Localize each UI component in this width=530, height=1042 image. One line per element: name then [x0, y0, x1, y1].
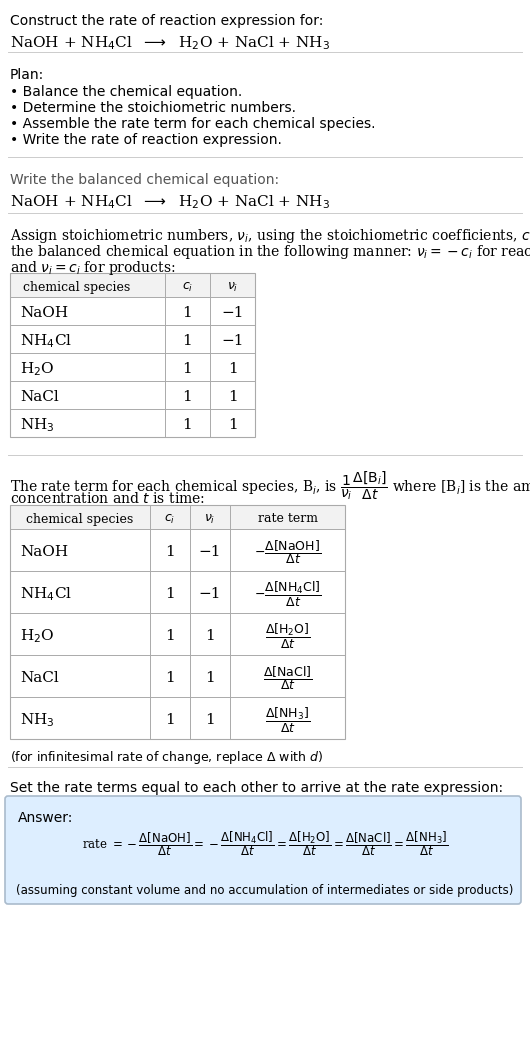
- Text: $\nu_i$: $\nu_i$: [204, 513, 216, 525]
- Text: NaOH + NH$_4$Cl  $\longrightarrow$  H$_2$O + NaCl + NH$_3$: NaOH + NH$_4$Cl $\longrightarrow$ H$_2$O…: [10, 34, 330, 52]
- Text: Write the balanced chemical equation:: Write the balanced chemical equation:: [10, 173, 279, 187]
- Text: H$_2$O: H$_2$O: [20, 627, 55, 645]
- Text: $-\dfrac{\Delta[\mathrm{NH_4Cl}]}{\Delta t}$: $-\dfrac{\Delta[\mathrm{NH_4Cl}]}{\Delta…: [254, 579, 321, 609]
- Text: 1: 1: [183, 306, 192, 320]
- Text: $-\dfrac{\Delta[\mathrm{NaOH}]}{\Delta t}$: $-\dfrac{\Delta[\mathrm{NaOH}]}{\Delta t…: [254, 538, 321, 566]
- Text: H$_2$O: H$_2$O: [20, 361, 55, 378]
- Text: (for infinitesimal rate of change, replace Δ with $d$): (for infinitesimal rate of change, repla…: [10, 749, 323, 766]
- Text: • Balance the chemical equation.: • Balance the chemical equation.: [10, 85, 242, 99]
- Text: Assign stoichiometric numbers, $\nu_i$, using the stoichiometric coefficients, $: Assign stoichiometric numbers, $\nu_i$, …: [10, 227, 530, 245]
- Text: 1: 1: [165, 671, 175, 685]
- Text: Plan:: Plan:: [10, 68, 44, 82]
- Text: −1: −1: [221, 306, 244, 320]
- Bar: [10, 505, 345, 529]
- Text: −1: −1: [199, 545, 221, 559]
- Text: Construct the rate of reaction expression for:: Construct the rate of reaction expressio…: [10, 14, 323, 28]
- Text: 1: 1: [205, 713, 215, 727]
- Text: NaCl: NaCl: [20, 671, 59, 685]
- Text: 1: 1: [165, 713, 175, 727]
- Text: rate term: rate term: [258, 513, 317, 525]
- Text: 1: 1: [183, 362, 192, 376]
- FancyBboxPatch shape: [5, 796, 521, 904]
- Text: $\nu_i$: $\nu_i$: [227, 280, 238, 294]
- Text: 1: 1: [205, 671, 215, 685]
- Text: $\dfrac{\Delta[\mathrm{NH_3}]}{\Delta t}$: $\dfrac{\Delta[\mathrm{NH_3}]}{\Delta t}…: [265, 705, 310, 735]
- Text: • Write the rate of reaction expression.: • Write the rate of reaction expression.: [10, 133, 282, 147]
- Text: NH$_4$Cl: NH$_4$Cl: [20, 586, 72, 603]
- Text: NaOH + NH$_4$Cl  $\longrightarrow$  H$_2$O + NaCl + NH$_3$: NaOH + NH$_4$Cl $\longrightarrow$ H$_2$O…: [10, 193, 330, 210]
- Text: chemical species: chemical species: [26, 513, 134, 525]
- Bar: [10, 273, 255, 437]
- Text: NaOH: NaOH: [20, 545, 68, 559]
- Text: • Determine the stoichiometric numbers.: • Determine the stoichiometric numbers.: [10, 101, 296, 115]
- Text: 1: 1: [227, 418, 237, 432]
- Text: and $\nu_i = c_i$ for products:: and $\nu_i = c_i$ for products:: [10, 259, 175, 277]
- Text: −1: −1: [199, 587, 221, 601]
- Text: $c_i$: $c_i$: [164, 513, 175, 525]
- Text: • Assemble the rate term for each chemical species.: • Assemble the rate term for each chemic…: [10, 117, 375, 131]
- Text: −1: −1: [221, 334, 244, 348]
- Text: 1: 1: [227, 362, 237, 376]
- Text: NH$_3$: NH$_3$: [20, 711, 55, 728]
- Text: NH$_4$Cl: NH$_4$Cl: [20, 332, 72, 350]
- Text: The rate term for each chemical species, B$_i$, is $\dfrac{1}{\nu_i}\dfrac{\Delt: The rate term for each chemical species,…: [10, 469, 530, 502]
- Text: 1: 1: [227, 390, 237, 404]
- Text: 1: 1: [183, 390, 192, 404]
- Text: $c_i$: $c_i$: [182, 280, 193, 294]
- Text: 1: 1: [165, 545, 175, 559]
- Text: chemical species: chemical species: [23, 280, 130, 294]
- Bar: [10, 505, 345, 739]
- Text: $\dfrac{\Delta[\mathrm{NaCl}]}{\Delta t}$: $\dfrac{\Delta[\mathrm{NaCl}]}{\Delta t}…: [263, 664, 312, 692]
- Text: NaCl: NaCl: [20, 390, 59, 404]
- Text: Set the rate terms equal to each other to arrive at the rate expression:: Set the rate terms equal to each other t…: [10, 782, 503, 795]
- Text: rate $= -\dfrac{\Delta[\mathrm{NaOH}]}{\Delta t}= -\dfrac{\Delta[\mathrm{NH_4Cl}: rate $= -\dfrac{\Delta[\mathrm{NaOH}]}{\…: [82, 829, 448, 859]
- Text: NH$_3$: NH$_3$: [20, 416, 55, 433]
- Text: NaOH: NaOH: [20, 306, 68, 320]
- Text: 1: 1: [183, 334, 192, 348]
- Text: concentration and $t$ is time:: concentration and $t$ is time:: [10, 491, 205, 506]
- Text: 1: 1: [165, 587, 175, 601]
- Text: (assuming constant volume and no accumulation of intermediates or side products): (assuming constant volume and no accumul…: [16, 884, 514, 897]
- Text: 1: 1: [165, 629, 175, 643]
- Text: 1: 1: [183, 418, 192, 432]
- Text: Answer:: Answer:: [18, 811, 73, 825]
- Bar: [10, 273, 255, 297]
- Text: 1: 1: [205, 629, 215, 643]
- Text: the balanced chemical equation in the following manner: $\nu_i = -c_i$ for react: the balanced chemical equation in the fo…: [10, 243, 530, 260]
- Text: $\dfrac{\Delta[\mathrm{H_2O}]}{\Delta t}$: $\dfrac{\Delta[\mathrm{H_2O}]}{\Delta t}…: [264, 621, 310, 650]
